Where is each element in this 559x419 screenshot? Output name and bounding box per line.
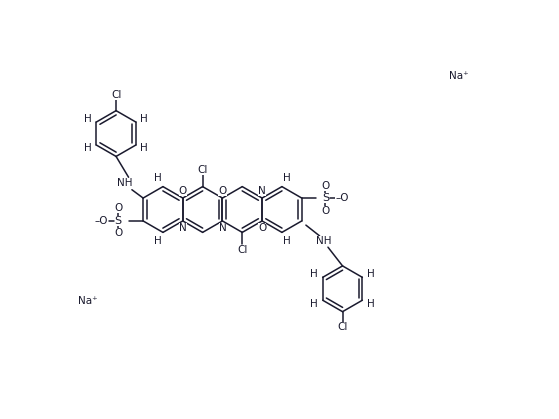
Text: H: H — [283, 173, 291, 183]
Text: H: H — [310, 299, 318, 308]
Text: S: S — [115, 216, 122, 226]
Text: H: H — [367, 269, 375, 279]
Text: H: H — [140, 143, 148, 153]
Text: O: O — [258, 223, 266, 233]
Text: Cl: Cl — [111, 90, 121, 100]
Text: Cl: Cl — [237, 245, 248, 255]
Text: O: O — [219, 186, 226, 196]
Text: H: H — [140, 114, 148, 124]
Text: S: S — [322, 193, 329, 203]
Text: H: H — [84, 114, 92, 124]
Text: O: O — [321, 181, 330, 191]
Text: Cl: Cl — [197, 165, 208, 175]
Text: H: H — [84, 143, 92, 153]
Text: N: N — [179, 223, 187, 233]
Text: O: O — [114, 204, 122, 213]
Text: O: O — [114, 228, 122, 238]
Text: H: H — [283, 236, 291, 246]
Text: –O: –O — [95, 216, 108, 226]
Text: N: N — [258, 186, 266, 196]
Text: NH: NH — [117, 178, 132, 189]
Text: Na⁺: Na⁺ — [449, 71, 468, 81]
Text: –O: –O — [335, 193, 349, 203]
Text: NH: NH — [316, 236, 331, 246]
Text: H: H — [154, 173, 162, 183]
Text: Cl: Cl — [337, 323, 348, 333]
Text: N: N — [219, 223, 226, 233]
Text: H: H — [154, 236, 162, 246]
Text: H: H — [310, 269, 318, 279]
Text: O: O — [179, 186, 187, 196]
Text: H: H — [367, 299, 375, 308]
Text: Na⁺: Na⁺ — [78, 296, 98, 306]
Text: O: O — [321, 206, 330, 215]
